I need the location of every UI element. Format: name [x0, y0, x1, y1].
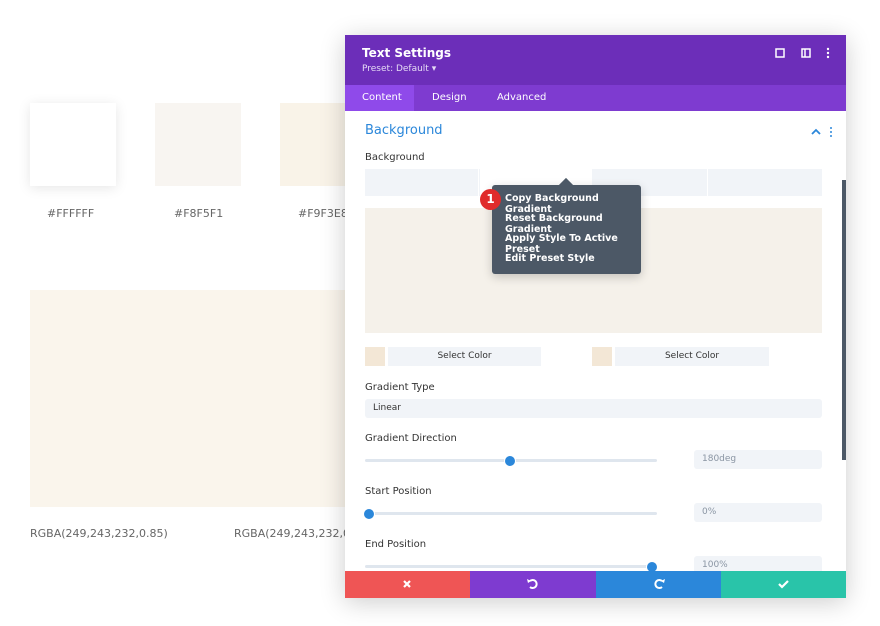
- swatch: [155, 103, 241, 186]
- field-label: Start Position: [365, 486, 432, 497]
- checker: [592, 347, 612, 366]
- swatch-label: #F9F3E8: [298, 207, 348, 220]
- slider-track[interactable]: [365, 512, 657, 515]
- slider-knob[interactable]: [504, 455, 516, 467]
- tab-active[interactable]: [345, 85, 414, 111]
- menu-item[interactable]: Reset Background Gradient: [505, 213, 603, 235]
- redo-button[interactable]: [595, 571, 721, 598]
- slider-track[interactable]: [365, 565, 657, 568]
- divider: [707, 169, 708, 196]
- context-menu: Copy Background Gradient Reset Backgroun…: [492, 177, 641, 274]
- header: Text Settings Preset: Default ▾: [345, 35, 846, 85]
- tab[interactable]: Content: [362, 92, 402, 103]
- swatch: [30, 103, 116, 186]
- checker: [365, 347, 385, 366]
- settings-panel: Text Settings Preset: Default ▾ Content …: [345, 35, 846, 598]
- badge: 1: [480, 189, 501, 210]
- section-icons[interactable]: [810, 125, 840, 139]
- save-button[interactable]: [720, 571, 846, 598]
- input[interactable]: 100%: [694, 556, 822, 575]
- discard-button[interactable]: [345, 571, 471, 598]
- title: Text Settings: [362, 46, 452, 60]
- field-label: End Position: [365, 539, 427, 550]
- select[interactable]: Linear: [365, 399, 822, 418]
- footer: [345, 571, 846, 598]
- input[interactable]: 180deg: [694, 450, 822, 469]
- preset[interactable]: Preset: Default ▾: [362, 64, 437, 74]
- button[interactable]: Select Color: [615, 347, 769, 366]
- large-swatch: [30, 290, 360, 507]
- slider-knob[interactable]: [363, 508, 375, 520]
- swatch-label: RGBA(249,243,232,0.85): [30, 527, 168, 540]
- tab[interactable]: Design: [432, 92, 467, 103]
- undo-button[interactable]: [470, 571, 596, 598]
- tab-bar: Content Design Advanced: [345, 85, 846, 111]
- menu-item[interactable]: Apply Style To Active Preset: [505, 233, 618, 255]
- section-title[interactable]: Background: [365, 123, 443, 138]
- swatch-label: RGBA(249,243,232,0: [234, 527, 351, 540]
- field-label: Gradient Direction: [365, 433, 457, 444]
- swatch-label: #F8F5F1: [174, 207, 224, 220]
- menu-item[interactable]: Edit Preset Style: [505, 253, 595, 264]
- input[interactable]: 0%: [694, 503, 822, 522]
- field-label: Gradient Type: [365, 382, 435, 393]
- swatch-label: #FFFFFF: [47, 207, 95, 220]
- menu-item[interactable]: Copy Background Gradient: [505, 193, 599, 215]
- header-icons[interactable]: [770, 45, 846, 61]
- button[interactable]: Select Color: [388, 347, 541, 366]
- field-label: Background: [365, 152, 425, 163]
- divider: [478, 169, 479, 196]
- tab[interactable]: Advanced: [497, 92, 547, 103]
- scrollbar[interactable]: [842, 180, 846, 460]
